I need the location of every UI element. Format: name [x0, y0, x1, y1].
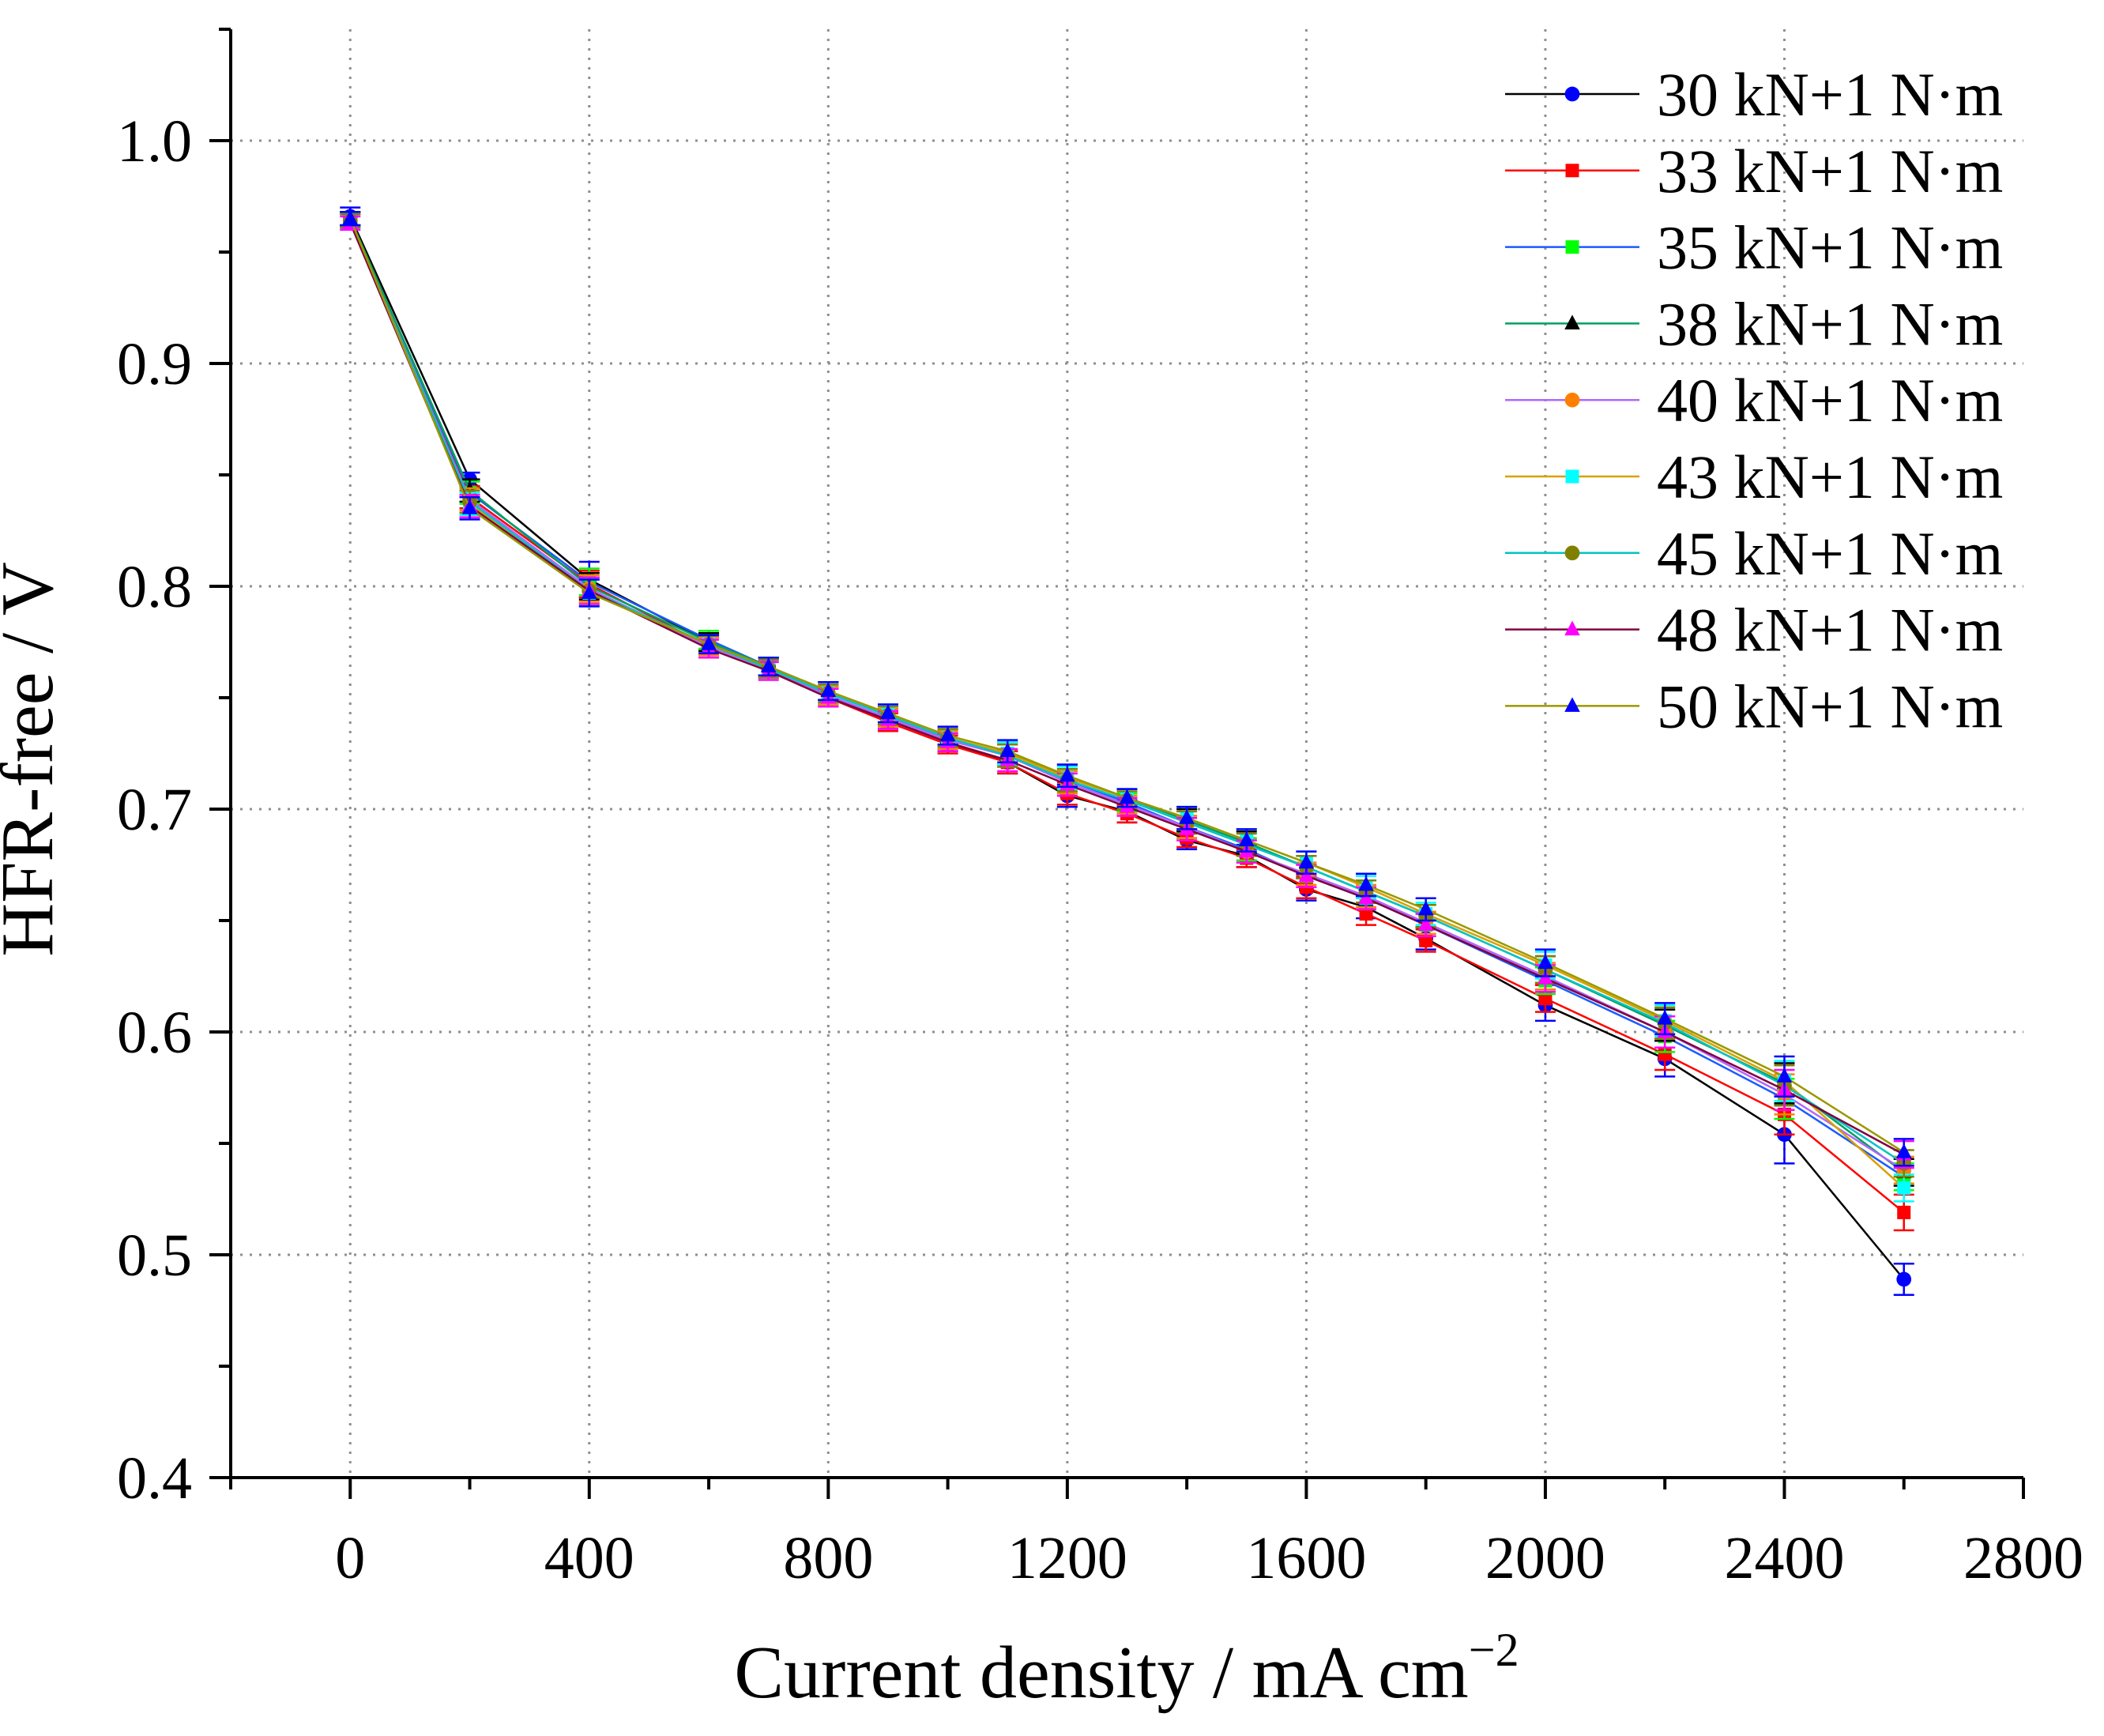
data-point	[1419, 933, 1433, 947]
x-tick-label: 2000	[1485, 1525, 1605, 1591]
legend-item: 30 kN+1 N·m	[1505, 60, 2003, 129]
legend: 30 kN+1 N·m 33 kN+1 N·m 35 kN+1 N·m 38 kN+1…	[1505, 60, 2003, 740]
x-tick-label: 2800	[1963, 1525, 2083, 1591]
data-point	[1896, 1271, 1912, 1287]
axes	[229, 29, 2023, 1479]
legend-item: 40 kN+1 N·m	[1505, 366, 2003, 435]
legend-marker	[1564, 545, 1580, 561]
data-point	[582, 584, 597, 599]
series-9	[340, 209, 1914, 1167]
data-point	[701, 635, 717, 650]
data-point	[1417, 900, 1434, 916]
x-tick-label: 400	[544, 1525, 634, 1591]
legend-label: 43 kN+1 N·m	[1657, 442, 2003, 511]
x-tick-label: 1600	[1246, 1525, 1366, 1591]
data-point	[1298, 853, 1315, 869]
legend-label: 35 kN+1 N·m	[1657, 213, 2003, 282]
series-line	[349, 218, 1905, 1154]
data-point	[1538, 992, 1553, 1006]
x-axis-title-exponent: −2	[1469, 1624, 1519, 1676]
legend-label: 33 kN+1 N·m	[1657, 137, 2003, 205]
legend-marker	[1564, 620, 1580, 636]
y-tick-label: 0.4	[117, 1445, 192, 1512]
x-tick-label: 800	[783, 1525, 873, 1591]
legend-item: 43 kN+1 N·m	[1505, 442, 2003, 511]
data-point	[342, 209, 359, 225]
legend-marker	[1565, 469, 1579, 484]
legend-label: 40 kN+1 N·m	[1657, 366, 2003, 435]
legend-item: 35 kN+1 N·m	[1505, 213, 2003, 282]
data-point	[1358, 876, 1374, 891]
data-point	[1658, 1047, 1672, 1061]
data-point	[1897, 1181, 1911, 1195]
legend-marker	[1564, 86, 1580, 102]
x-axis-title-text: Current density / mA cm	[734, 1632, 1468, 1714]
legend-marker	[1564, 314, 1580, 330]
data-point	[1179, 809, 1195, 824]
x-tick-label: 2400	[1724, 1525, 1844, 1591]
y-axis-title: HFR-free / V	[0, 562, 69, 957]
data-point	[1538, 954, 1553, 970]
data-point	[1776, 1068, 1793, 1083]
x-tick-label: 0	[335, 1525, 365, 1591]
legend-label: 50 kN+1 N·m	[1657, 672, 2003, 740]
data-point	[1359, 907, 1373, 921]
y-tick-label: 0.9	[117, 331, 192, 397]
y-tick-label: 0.7	[117, 777, 192, 843]
legend-item: 33 kN+1 N·m	[1505, 137, 2003, 205]
y-tick-label: 0.6	[117, 1000, 192, 1066]
legend-marker	[1564, 392, 1580, 408]
legend-item: 38 kN+1 N·m	[1505, 289, 2003, 358]
data-point	[1060, 766, 1075, 782]
data-point	[461, 499, 478, 514]
legend-item: 48 kN+1 N·m	[1505, 596, 2003, 665]
legend-label: 48 kN+1 N·m	[1657, 596, 2003, 665]
data-point	[1417, 916, 1434, 932]
data-point	[999, 742, 1016, 758]
data-point	[1657, 1010, 1673, 1025]
data-point	[760, 657, 777, 673]
x-axis-title: Current density / mA cm−2	[734, 1624, 1519, 1714]
x-tick-label: 1200	[1007, 1525, 1127, 1591]
data-point	[820, 682, 837, 698]
legend-label: 38 kN+1 N·m	[1657, 289, 2003, 358]
y-tick-label: 0.5	[117, 1222, 192, 1289]
data-point	[1119, 789, 1135, 804]
series-line	[349, 218, 1905, 1178]
y-tick-label: 1.0	[117, 108, 192, 175]
ticks: 0 400 800 1200 1600 2000 2400 2800 0.4 0.5 0.6 0.7 0…	[117, 28, 2083, 1591]
y-tick-label: 0.8	[117, 554, 192, 620]
series-layer	[340, 206, 1914, 1297]
series-line	[349, 220, 1905, 1171]
legend-marker	[1565, 240, 1579, 254]
legend-marker	[1565, 164, 1579, 178]
legend-label: 45 kN+1 N·m	[1657, 519, 2003, 588]
legend-item: 50 kN+1 N·m	[1505, 672, 2003, 740]
data-point	[880, 704, 896, 720]
legend-marker	[1564, 697, 1580, 712]
data-point	[1897, 1205, 1911, 1219]
data-point	[1895, 1143, 1912, 1158]
data-point	[1238, 831, 1255, 846]
data-point	[939, 726, 956, 742]
legend-item: 45 kN+1 N·m	[1505, 519, 2003, 588]
legend-label: 30 kN+1 N·m	[1657, 60, 2003, 129]
